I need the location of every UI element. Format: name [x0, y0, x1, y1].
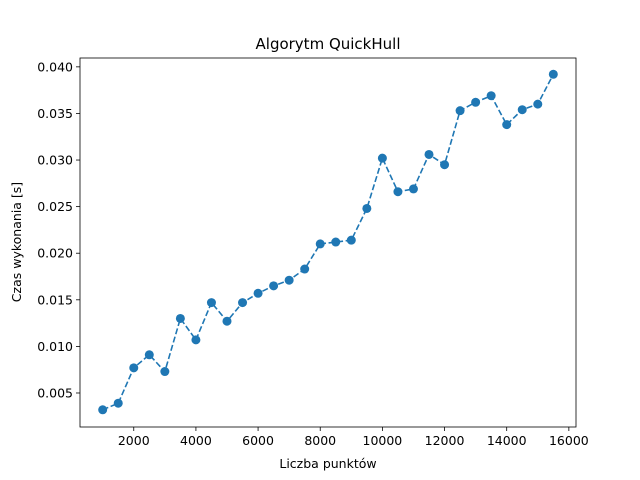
data-point: [471, 97, 481, 107]
data-point: [377, 153, 387, 163]
x-axis-title: Liczba punktów: [279, 456, 376, 471]
data-point: [113, 398, 123, 408]
data-point: [206, 298, 216, 308]
y-tick-label: 0.030: [37, 153, 73, 168]
data-point: [331, 237, 341, 247]
data-point: [455, 106, 465, 116]
y-tick-label: 0.015: [37, 292, 73, 307]
y-tick-label: 0.010: [37, 339, 73, 354]
data-point: [98, 405, 108, 415]
data-point: [222, 316, 232, 326]
data-point: [129, 363, 139, 373]
data-point: [393, 187, 403, 197]
plot-area: [98, 69, 558, 415]
data-point: [269, 281, 279, 291]
data-point: [300, 264, 310, 274]
data-point: [346, 235, 356, 245]
data-point: [408, 184, 418, 194]
y-axis: 0.005 0.010 0.015 0.020 0.025 0.030 0.035 0.040: [37, 59, 80, 400]
data-point: [533, 99, 543, 109]
data-point: [440, 160, 450, 170]
y-axis-title: Czas wykonania [s]: [9, 182, 24, 302]
x-tick-label: 2000: [118, 433, 150, 448]
x-tick-label: 4000: [180, 433, 212, 448]
y-tick-label: 0.025: [37, 199, 73, 214]
data-point: [502, 120, 512, 130]
data-point: [238, 298, 248, 308]
data-point: [548, 69, 558, 79]
data-point: [160, 367, 170, 377]
x-tick-label: 8000: [304, 433, 336, 448]
data-point: [486, 91, 496, 101]
data-point: [191, 335, 201, 345]
chart-title: Algorytm QuickHull: [256, 35, 401, 53]
data-point: [517, 105, 527, 115]
data-point: [175, 313, 185, 323]
x-tick-label: 6000: [242, 433, 274, 448]
data-point: [315, 239, 325, 249]
data-point: [362, 203, 372, 213]
data-point: [284, 275, 294, 285]
y-tick-label: 0.035: [37, 106, 73, 121]
y-tick-label: 0.040: [37, 59, 73, 74]
x-tick-label: 12000: [425, 433, 465, 448]
x-tick-label: 16000: [549, 433, 589, 448]
x-axis: 2000 4000 6000 8000 10000 12000 14000 16000: [118, 427, 589, 448]
y-tick-label: 0.005: [37, 385, 73, 400]
y-tick-label: 0.020: [37, 246, 73, 261]
data-point: [424, 149, 434, 159]
axes-frame: [79, 57, 577, 428]
x-tick-label: 14000: [487, 433, 527, 448]
data-point: [144, 350, 154, 360]
x-tick-label: 10000: [363, 433, 403, 448]
data-point: [253, 288, 263, 298]
